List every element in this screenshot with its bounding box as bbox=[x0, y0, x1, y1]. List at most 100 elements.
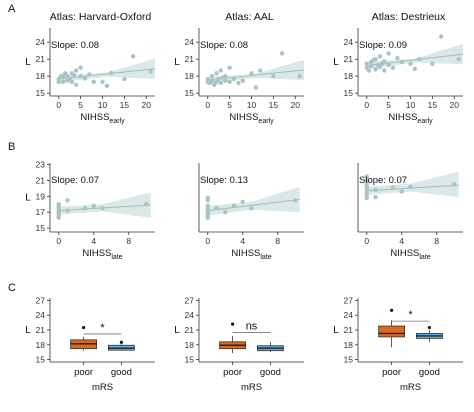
box-poor bbox=[378, 325, 406, 338]
chart-a1: Atlas: Harvard-Oxford 15 18 21 24 0 5 10 15 20 L NI… bbox=[25, 11, 156, 125]
y-tick-label: 21 bbox=[36, 325, 46, 335]
x-tick-label: 0 bbox=[205, 100, 210, 110]
data-point bbox=[364, 192, 369, 197]
data-point bbox=[249, 71, 254, 76]
x-tick-label: poor bbox=[382, 367, 401, 378]
data-point bbox=[231, 203, 237, 209]
data-point bbox=[364, 178, 369, 183]
data-point bbox=[386, 51, 391, 56]
data-point bbox=[399, 59, 404, 65]
x-axis-label: NIHSSlate bbox=[82, 248, 122, 261]
data-point bbox=[87, 72, 92, 77]
x-tick-label: 0 bbox=[56, 236, 61, 246]
data-point bbox=[130, 54, 136, 59]
data-point bbox=[271, 73, 276, 79]
y-tick-label: 24 bbox=[185, 310, 195, 320]
y-tick-label: 15 bbox=[344, 88, 354, 98]
x-tick-label: 15 bbox=[120, 100, 130, 110]
data-point bbox=[209, 78, 215, 83]
y-tick-label: 18 bbox=[344, 71, 354, 81]
data-point bbox=[438, 34, 444, 39]
data-point bbox=[382, 68, 387, 73]
x-tick-label: 10 bbox=[98, 100, 108, 110]
data-point bbox=[223, 73, 228, 79]
data-point bbox=[56, 203, 61, 209]
x-axis-label-subscript: early bbox=[417, 118, 433, 125]
box-outlier bbox=[390, 308, 394, 312]
box-outlier bbox=[231, 322, 235, 326]
regression-line bbox=[58, 204, 151, 212]
data-point bbox=[390, 185, 396, 190]
data-point bbox=[65, 198, 70, 203]
y-tick-label: 15 bbox=[36, 223, 46, 233]
y-tick-label: 27 bbox=[344, 295, 354, 305]
x-axis-label: NIHSSearly bbox=[388, 112, 433, 125]
plot-grid: Atlas: Harvard-Oxford 15 18 21 24 0 5 10 15 20 L NI… bbox=[25, 11, 464, 393]
x-tick-label: 4 bbox=[399, 236, 404, 246]
slope-annotation: Slope: 0.13 bbox=[200, 175, 248, 186]
x-axis-label-main: NIHSS bbox=[390, 248, 419, 259]
regression-line bbox=[207, 198, 300, 212]
y-axis-label: L bbox=[25, 325, 31, 336]
y-tick-label: 19 bbox=[36, 191, 46, 201]
y-tick-label: 24 bbox=[344, 310, 354, 320]
x-tick-label: 8 bbox=[434, 236, 439, 246]
box-outlier bbox=[82, 325, 86, 330]
x-tick-label: good bbox=[111, 367, 132, 378]
data-point bbox=[293, 198, 298, 203]
y-tick-label: 15 bbox=[36, 88, 46, 98]
data-point bbox=[364, 174, 369, 179]
x-axis-label-main: NIHSS bbox=[229, 112, 258, 123]
data-point bbox=[408, 61, 413, 66]
data-point bbox=[417, 56, 422, 62]
x-axis-label-subscript: late bbox=[419, 254, 430, 261]
y-axis-label: L bbox=[25, 57, 31, 68]
y-tick-label: 15 bbox=[185, 88, 195, 98]
regression-line bbox=[58, 68, 156, 80]
y-tick-label: 24 bbox=[36, 37, 46, 47]
x-axis-label-main: NIHSS bbox=[388, 112, 417, 123]
y-axis-label: L bbox=[25, 193, 31, 204]
slope-annotation: Slope: 0.09 bbox=[359, 40, 407, 51]
chart-b2: 0 4 8 NIHSSlate Slope: 0.13 bbox=[198, 163, 304, 261]
data-point bbox=[205, 203, 210, 209]
data-point bbox=[205, 76, 210, 82]
x-tick-label: 20 bbox=[291, 100, 301, 110]
data-point bbox=[74, 82, 79, 87]
x-axis-label-subscript: late bbox=[111, 254, 122, 261]
y-axis-label: L bbox=[174, 57, 180, 68]
data-point bbox=[71, 72, 77, 78]
x-tick-label: 10 bbox=[247, 100, 257, 110]
x-tick-label: 20 bbox=[450, 100, 460, 110]
x-tick-label: 4 bbox=[91, 236, 96, 246]
x-axis-label: mRS bbox=[92, 382, 113, 393]
data-point bbox=[74, 68, 79, 73]
data-point bbox=[109, 70, 114, 75]
y-tick-label: 18 bbox=[36, 71, 46, 81]
data-point bbox=[122, 76, 127, 82]
data-point bbox=[249, 206, 254, 211]
x-tick-label: 0 bbox=[56, 100, 61, 110]
confidence-ribbon bbox=[58, 192, 151, 218]
data-point bbox=[148, 69, 153, 74]
chart-title: Atlas: AAL bbox=[225, 11, 274, 23]
data-point bbox=[56, 215, 61, 220]
data-point bbox=[279, 51, 285, 56]
x-tick-label: good bbox=[419, 367, 440, 378]
data-point bbox=[412, 66, 418, 72]
data-point bbox=[78, 65, 83, 70]
y-tick-label: 24 bbox=[344, 37, 354, 47]
data-point bbox=[366, 68, 372, 73]
data-point bbox=[69, 79, 75, 85]
x-axis-label-main: NIHSS bbox=[82, 248, 111, 259]
data-point bbox=[214, 206, 219, 211]
data-point bbox=[82, 76, 88, 81]
x-axis-label: mRS bbox=[400, 382, 421, 393]
data-point bbox=[67, 76, 72, 81]
data-point bbox=[104, 83, 110, 89]
data-point bbox=[60, 79, 66, 85]
chart-b1: 15 17 19 21 23 0 4 8 L NIHSSlate Slope: 0.07 bbox=[25, 160, 155, 261]
y-tick-label: 15 bbox=[36, 355, 46, 365]
confidence-ribbon bbox=[366, 171, 459, 198]
data-point bbox=[227, 79, 232, 85]
